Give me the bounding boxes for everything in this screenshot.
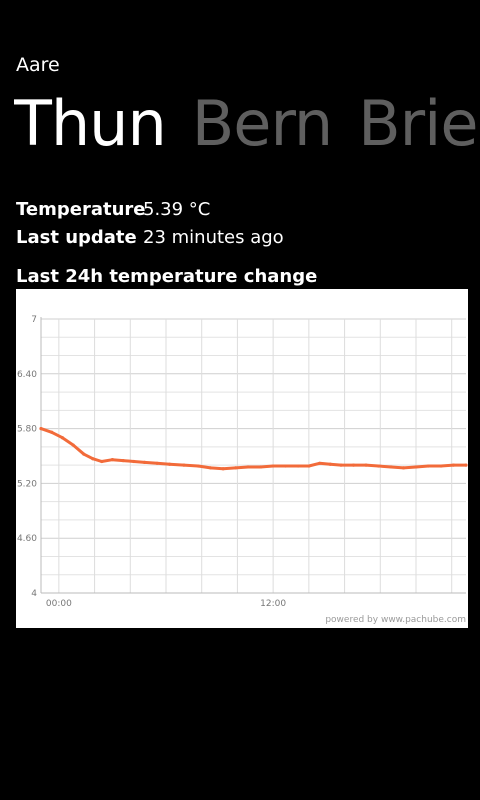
temperature-data-point (60, 436, 65, 440)
pivot-item-thun[interactable]: Thun (14, 87, 167, 160)
temperature-data-point (234, 466, 238, 470)
temperature-data-point (209, 466, 213, 470)
temperature-data-point (100, 459, 104, 464)
temperature-data-point (50, 430, 54, 434)
y-tick-label: 7 (31, 315, 37, 325)
last-update-value: 23 minutes ago (143, 227, 284, 248)
y-tick-label: 4 (31, 589, 37, 599)
chart-credit: powered by www.pachube.com (325, 615, 466, 625)
y-tick-label: 4.60 (17, 534, 37, 544)
temperature-data-point (221, 467, 225, 471)
y-tick-label: 5.20 (17, 479, 37, 489)
temperature-data-point (196, 464, 200, 468)
temperature-data-point (328, 462, 332, 466)
temperature-data-point (39, 427, 43, 431)
temperature-data-point (155, 461, 159, 465)
app-title: Aare (16, 54, 60, 76)
temperature-data-point (317, 461, 322, 465)
temperature-data-point (182, 463, 186, 467)
temperature-data-point (451, 463, 456, 467)
temperature-series-line (39, 427, 468, 471)
temperature-data-point (364, 463, 368, 467)
last-update-label: Last update (16, 227, 137, 248)
chart-svg: 7 6.40 5.80 5.20 4.60 4 00:00 12:00 powered by w… (17, 315, 468, 625)
temperature-data-point (296, 464, 300, 468)
temperature-data-point (110, 458, 115, 462)
temperature-data-point (284, 464, 288, 468)
temperature-data-point (132, 459, 136, 464)
temperature-data-point (426, 464, 431, 468)
temperature-data-point (91, 457, 95, 461)
temperature-data-point (339, 463, 343, 467)
temperature-data-point (121, 458, 125, 463)
temperature-row: Temperature 5.39 °C (16, 196, 284, 224)
pivot-header: Thun Bern Brienz (14, 82, 480, 166)
temperature-data-point (271, 464, 275, 468)
temperature-data-point (351, 463, 356, 467)
x-tick-label: 00:00 (46, 599, 72, 609)
temperature-data-point (259, 465, 263, 469)
temperature-data-point (464, 463, 468, 467)
temperature-data-point (307, 464, 311, 468)
info-panel: Temperature 5.39 °C Last update 23 minut… (16, 196, 284, 252)
temperature-data-point (439, 464, 443, 468)
temperature-data-point (246, 465, 250, 469)
temperature-data-point (414, 465, 418, 469)
temperature-value: 5.39 °C (143, 199, 211, 220)
last-update-row: Last update 23 minutes ago (16, 224, 284, 252)
temperature-data-point (389, 465, 393, 469)
temperature-data-point (401, 466, 406, 470)
chart-title: Last 24h temperature change (16, 266, 318, 287)
x-tick-label: 12:00 (260, 599, 286, 609)
temperature-data-point (71, 443, 75, 447)
temperature-data-point (376, 464, 381, 468)
temperature-data-point (167, 462, 172, 466)
pivot-item-brienz[interactable]: Brienz (358, 87, 480, 160)
temperature-data-point (82, 452, 86, 456)
temperature-label: Temperature (16, 199, 146, 220)
temperature-chart: 7 6.40 5.80 5.20 4.60 4 00:00 12:00 powered by w… (16, 289, 468, 628)
temperature-data-point (142, 460, 147, 464)
y-tick-label: 6.40 (17, 370, 37, 380)
pivot-item-bern[interactable]: Bern (191, 87, 333, 160)
y-tick-label: 5.80 (17, 425, 37, 435)
